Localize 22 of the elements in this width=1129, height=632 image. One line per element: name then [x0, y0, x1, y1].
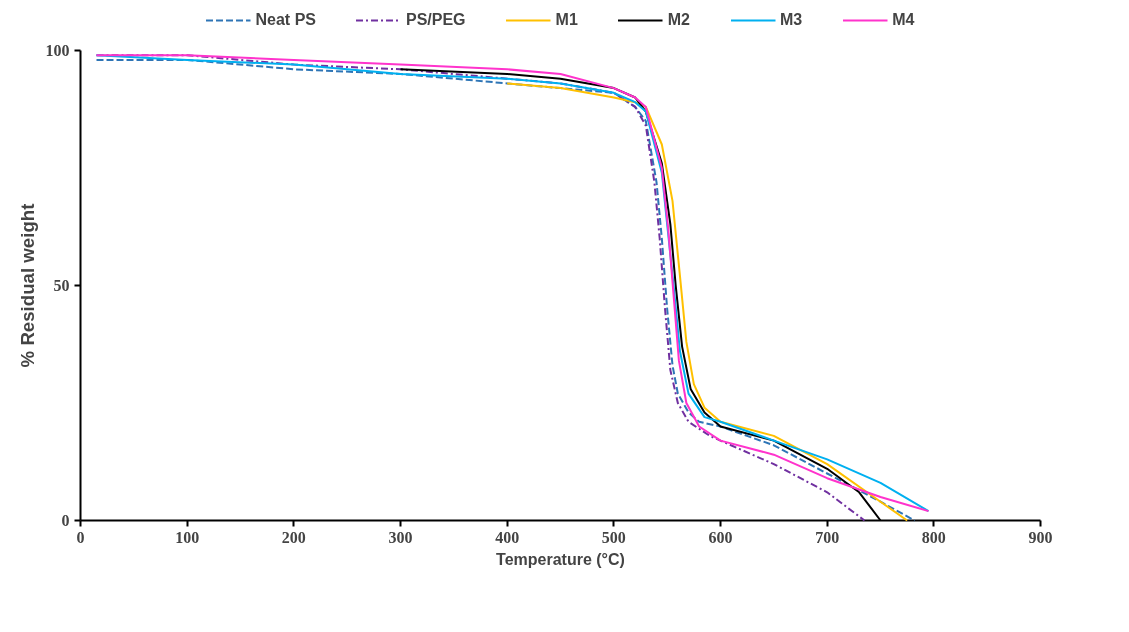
legend-label: M4	[892, 11, 915, 29]
legend-label: M1	[555, 11, 578, 29]
x-tick-label: 100	[175, 528, 200, 546]
line-series	[506, 82, 909, 522]
x-tick-label: 400	[495, 528, 520, 546]
x-tick-label: 800	[921, 528, 946, 546]
y-tick-label: 0	[61, 512, 70, 529]
x-tick-label: 600	[708, 528, 733, 546]
legend-label: M3	[780, 11, 803, 29]
x-tick-label: 500	[601, 528, 626, 546]
x-tick-label: 200	[281, 528, 306, 546]
legend-label: PS/PEG	[405, 11, 466, 29]
y-axis-title: % Residual weight	[16, 203, 38, 368]
legend-label: M2	[667, 11, 691, 29]
x-tick-label: 900	[1028, 528, 1053, 546]
y-tick-label: 50	[53, 277, 70, 294]
x-tick-label: 300	[388, 528, 413, 546]
legend-label: Neat PS	[255, 11, 316, 29]
x-tick-label: 700	[815, 528, 840, 546]
y-tick-label: 100	[45, 42, 70, 59]
x-axis-title: Temperature (°C)	[496, 550, 625, 568]
x-tick-label: 0	[76, 528, 85, 546]
